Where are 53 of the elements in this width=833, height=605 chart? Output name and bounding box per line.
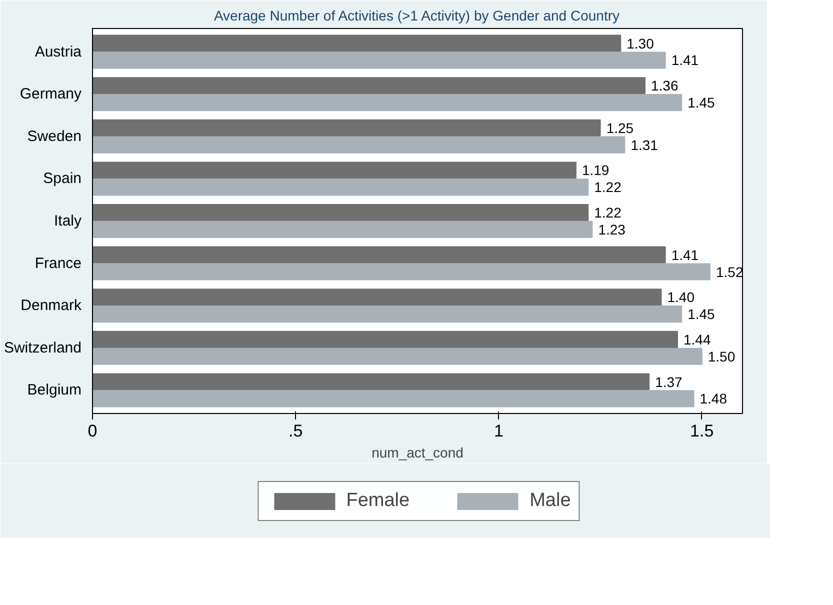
data-label: 1.25 [606, 120, 634, 136]
data-label: 1.48 [700, 390, 728, 407]
data-label: 1.22 [594, 179, 622, 196]
data-label: 1.22 [594, 204, 622, 221]
bar [92, 34, 622, 52]
y-tick-label: Belgium [27, 382, 82, 399]
data-label: 1.19 [582, 162, 610, 178]
bar [92, 119, 601, 136]
bar [92, 204, 589, 222]
bar [92, 94, 682, 112]
bar [92, 373, 650, 390]
y-tick-label: Denmark [20, 297, 82, 314]
data-label: 1.40 [667, 289, 695, 306]
data-label: 1.45 [688, 306, 716, 322]
bar [92, 77, 646, 94]
y-tick-label: Austria [34, 43, 82, 60]
legend-label: Male [530, 490, 571, 512]
data-label: 1.50 [708, 348, 736, 364]
y-tick-label: Germany [20, 86, 82, 103]
bar [92, 246, 666, 264]
y-tick-label: Italy [54, 212, 82, 230]
bar [92, 263, 710, 280]
bar [92, 390, 694, 408]
bar [92, 220, 593, 238]
data-label: 1.31 [630, 136, 658, 153]
bar [92, 52, 666, 69]
y-tick-label: Sweden [27, 128, 82, 145]
bar [92, 330, 678, 348]
data-label: 1.41 [671, 246, 699, 263]
bar [92, 136, 626, 154]
legend-label: Female [346, 490, 410, 512]
data-label: 1.36 [651, 78, 678, 94]
bar [92, 178, 589, 196]
x-tick-label: 0 [88, 422, 98, 440]
data-label: 1.23 [598, 221, 626, 238]
data-label: 1.37 [655, 374, 683, 390]
bar [92, 162, 576, 179]
x-axis-title: num_act_cond [372, 444, 464, 460]
x-tick-label: 1 [494, 422, 504, 440]
bar [92, 288, 662, 306]
y-tick-label: Spain [43, 170, 82, 188]
data-label: 1.41 [671, 52, 699, 68]
data-label: 1.44 [684, 331, 711, 348]
bar [92, 306, 682, 323]
y-tick-label: France [34, 254, 82, 272]
bar [92, 348, 702, 365]
chart-title: Average Number of Activities (>1 Activity) by Gender and Country [214, 8, 620, 24]
y-tick-label: Switzerland [4, 339, 82, 356]
x-tick-label: .5 [288, 422, 303, 440]
data-label: 1.30 [626, 35, 654, 52]
x-tick-label: 1.5 [690, 422, 714, 440]
data-label: 1.45 [688, 94, 716, 111]
data-label: 1.52 [716, 264, 744, 280]
